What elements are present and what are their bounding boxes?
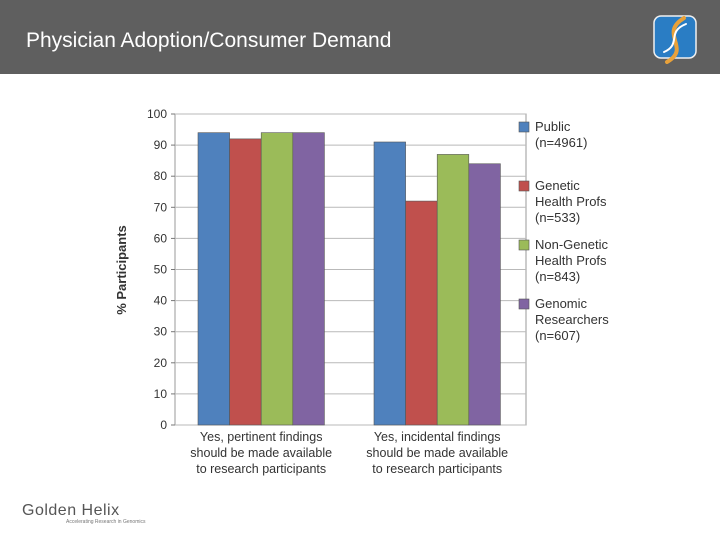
y-tick-label: 30 <box>154 325 168 339</box>
y-tick-label: 50 <box>154 263 168 277</box>
y-tick-label: 10 <box>154 387 168 401</box>
legend-label: Genomic <box>535 296 588 311</box>
legend-swatch <box>518 298 530 310</box>
bar-public <box>373 141 406 426</box>
category-label: to research participants <box>196 462 326 476</box>
legend-label: (n=4961) <box>535 135 587 150</box>
header-bar: Physician Adoption/Consumer Demand <box>0 0 720 74</box>
y-axis-label: % Participants <box>114 225 129 315</box>
bar-non-genetic-health-profs <box>436 154 470 426</box>
bar-genetic-health-profs <box>405 200 438 426</box>
category-label: should be made available <box>366 446 508 460</box>
y-tick-label: 70 <box>154 200 168 214</box>
legend-label: (n=607) <box>535 328 580 343</box>
legend-label: Public <box>535 119 571 134</box>
bar-genomic-researchers <box>292 132 325 426</box>
y-tick-label: 20 <box>154 356 168 370</box>
legend-label: (n=843) <box>535 269 580 284</box>
y-tick-label: 90 <box>154 138 168 152</box>
category-label: to research participants <box>372 462 502 476</box>
legend-swatch <box>518 180 530 192</box>
logo-wordmark: Golden Helix <box>22 502 120 519</box>
legend-swatch <box>518 239 530 251</box>
y-tick-label: 60 <box>154 231 168 245</box>
legend-label: Genetic <box>535 178 580 193</box>
category-label: should be made available <box>190 446 332 460</box>
bar-genetic-health-profs <box>229 138 262 426</box>
y-tick-label: 80 <box>154 169 168 183</box>
bar-public <box>197 132 230 426</box>
legend-label: Researchers <box>535 312 609 327</box>
bar-genomic-researchers <box>468 163 501 426</box>
y-tick-label: 0 <box>160 418 167 432</box>
bar-non-genetic-health-profs <box>260 132 294 426</box>
category-label: Yes, pertinent findings <box>200 430 323 444</box>
golden-helix-logo: Golden Helix Accelerating Research in Ge… <box>20 502 160 528</box>
logo-tagline: Accelerating Research in Genomics <box>66 519 146 525</box>
y-tick-label: 40 <box>154 294 168 308</box>
helix-logo-icon <box>653 15 697 64</box>
legend-label: Health Profs <box>535 194 607 209</box>
category-label: Yes, incidental findings <box>374 430 501 444</box>
legend-label: Non-Genetic <box>535 237 608 252</box>
slide-title: Physician Adoption/Consumer Demand <box>26 29 392 52</box>
y-tick-label: 100 <box>147 107 167 121</box>
legend-swatch <box>518 121 530 133</box>
legend-label: Health Profs <box>535 253 607 268</box>
legend-label: (n=533) <box>535 210 580 225</box>
